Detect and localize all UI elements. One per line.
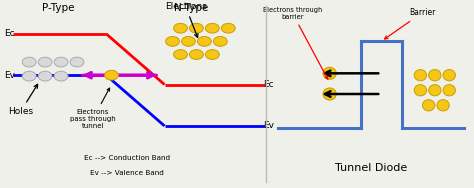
Text: Ev: Ev: [264, 121, 274, 130]
Circle shape: [414, 70, 427, 81]
Text: Electrons: Electrons: [165, 2, 207, 37]
Circle shape: [213, 36, 227, 46]
Circle shape: [165, 36, 180, 46]
Text: Holes: Holes: [8, 84, 37, 116]
Circle shape: [414, 85, 427, 96]
Circle shape: [437, 100, 449, 111]
Circle shape: [54, 57, 68, 67]
Text: Tunnel Diode: Tunnel Diode: [335, 163, 407, 173]
Text: Electrons through
barrier: Electrons through barrier: [263, 7, 328, 79]
Circle shape: [22, 71, 36, 81]
Circle shape: [190, 50, 203, 59]
Text: Ev: Ev: [4, 71, 15, 80]
Text: P-Type: P-Type: [42, 3, 74, 13]
Text: Ec --> Conduction Band: Ec --> Conduction Band: [84, 155, 171, 161]
Circle shape: [173, 50, 187, 59]
Circle shape: [422, 100, 435, 111]
Circle shape: [70, 57, 84, 67]
Circle shape: [22, 57, 36, 67]
Circle shape: [182, 36, 195, 46]
Text: Ev --> Valence Band: Ev --> Valence Band: [91, 170, 164, 176]
Circle shape: [38, 71, 52, 81]
Text: Barrier: Barrier: [384, 8, 436, 39]
Circle shape: [443, 70, 456, 81]
Text: Ec: Ec: [4, 29, 15, 38]
Circle shape: [323, 88, 336, 100]
Circle shape: [38, 57, 52, 67]
Text: Electrons
pass through
tunnel: Electrons pass through tunnel: [70, 88, 116, 129]
Circle shape: [190, 23, 203, 33]
Circle shape: [443, 85, 456, 96]
Circle shape: [221, 23, 235, 33]
Circle shape: [205, 50, 219, 59]
Circle shape: [205, 23, 219, 33]
Circle shape: [54, 71, 68, 81]
Circle shape: [198, 36, 211, 46]
Circle shape: [323, 67, 336, 79]
Circle shape: [428, 85, 441, 96]
Circle shape: [173, 23, 187, 33]
Circle shape: [105, 70, 118, 80]
Circle shape: [428, 70, 441, 81]
Text: Ec: Ec: [264, 80, 274, 89]
Text: N-Type: N-Type: [174, 3, 208, 13]
